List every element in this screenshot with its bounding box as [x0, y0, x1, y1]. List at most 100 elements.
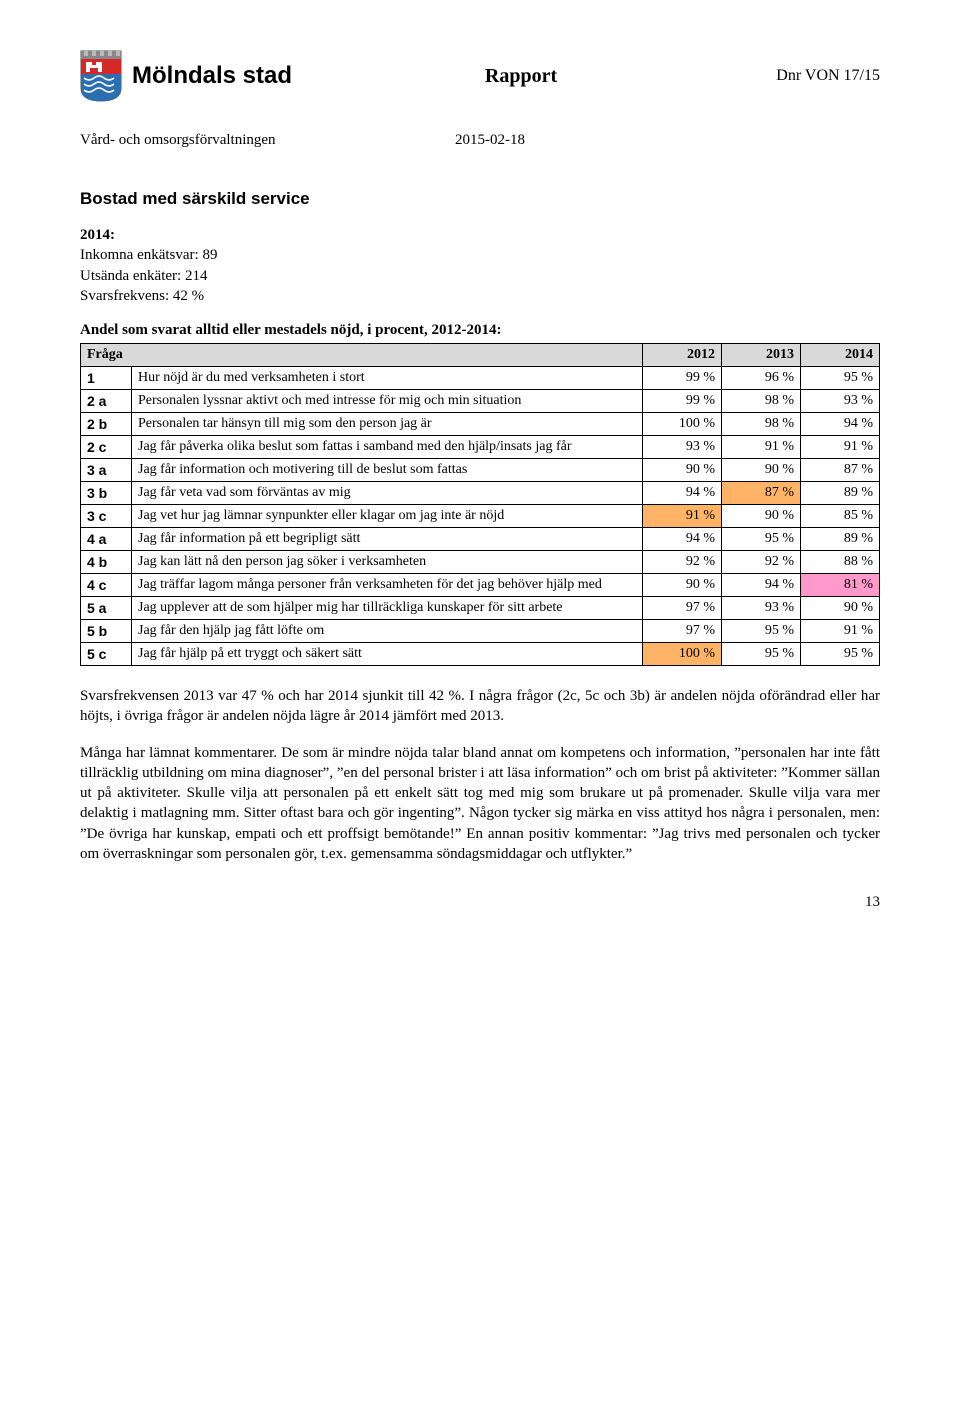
- row-value: 91 %: [722, 436, 801, 459]
- dnr-label: Dnr VON 17/15: [750, 67, 880, 85]
- table-row: 3 aJag får information och motivering ti…: [81, 459, 880, 482]
- table-row: 3 cJag vet hur jag lämnar synpunkter ell…: [81, 505, 880, 528]
- row-value: 90 %: [722, 459, 801, 482]
- brand-block: Mölndals stad: [80, 50, 292, 102]
- row-value: 95 %: [722, 620, 801, 643]
- row-value: 92 %: [722, 551, 801, 574]
- results-table: Fråga 2012 2013 2014 1Hur nöjd är du med…: [80, 343, 880, 666]
- paragraph-1: Svarsfrekvensen 2013 var 47 % och har 20…: [80, 686, 880, 727]
- row-id: 2 a: [81, 390, 132, 413]
- table-row: 1Hur nöjd är du med verksamheten i stort…: [81, 367, 880, 390]
- row-value: 100 %: [643, 643, 722, 666]
- table-row: 2 cJag får påverka olika beslut som fatt…: [81, 436, 880, 459]
- meta-freq: Svarsfrekvens: 42 %: [80, 286, 880, 306]
- row-value: 94 %: [643, 528, 722, 551]
- table-row: 3 bJag får veta vad som förväntas av mig…: [81, 482, 880, 505]
- col-2013: 2013: [722, 344, 801, 367]
- row-value: 99 %: [643, 390, 722, 413]
- page-header: Mölndals stad Rapport Dnr VON 17/15: [80, 50, 880, 102]
- table-row: 4 bJag kan lätt nå den person jag söker …: [81, 551, 880, 574]
- row-value: 90 %: [643, 459, 722, 482]
- row-value: 91 %: [801, 436, 880, 459]
- table-row: 5 cJag får hjälp på ett tryggt och säker…: [81, 643, 880, 666]
- row-value: 96 %: [722, 367, 801, 390]
- col-2014: 2014: [801, 344, 880, 367]
- row-question: Jag träffar lagom många personer från ve…: [132, 574, 643, 597]
- row-question: Jag får information på ett begripligt sä…: [132, 528, 643, 551]
- row-id: 3 a: [81, 459, 132, 482]
- report-date: 2015-02-18: [455, 132, 525, 149]
- table-head: Fråga 2012 2013 2014: [81, 344, 880, 367]
- survey-meta: 2014: Inkomna enkätsvar: 89 Utsända enkä…: [80, 225, 880, 306]
- table-intro: Andel som svarat alltid eller mestadels …: [80, 322, 880, 339]
- table-body: 1Hur nöjd är du med verksamheten i stort…: [81, 367, 880, 666]
- row-id: 4 a: [81, 528, 132, 551]
- row-value: 85 %: [801, 505, 880, 528]
- row-value: 94 %: [722, 574, 801, 597]
- row-question: Jag upplever att de som hjälper mig har …: [132, 597, 643, 620]
- row-value: 87 %: [722, 482, 801, 505]
- row-value: 98 %: [722, 413, 801, 436]
- row-id: 4 b: [81, 551, 132, 574]
- row-value: 95 %: [801, 643, 880, 666]
- row-value: 95 %: [722, 643, 801, 666]
- row-value: 93 %: [801, 390, 880, 413]
- row-value: 89 %: [801, 528, 880, 551]
- row-value: 81 %: [801, 574, 880, 597]
- row-id: 5 b: [81, 620, 132, 643]
- table-row: 5 bJag får den hjälp jag fått löfte om97…: [81, 620, 880, 643]
- row-value: 97 %: [643, 597, 722, 620]
- row-question: Jag får veta vad som förväntas av mig: [132, 482, 643, 505]
- row-question: Personalen lyssnar aktivt och med intres…: [132, 390, 643, 413]
- row-question: Jag får information och motivering till …: [132, 459, 643, 482]
- row-value: 100 %: [643, 413, 722, 436]
- department-name: Vård- och omsorgsförvaltningen: [80, 132, 435, 149]
- row-value: 91 %: [643, 505, 722, 528]
- row-id: 3 b: [81, 482, 132, 505]
- table-row: 2 bPersonalen tar hänsyn till mig som de…: [81, 413, 880, 436]
- row-value: 90 %: [722, 505, 801, 528]
- row-question: Personalen tar hänsyn till mig som den p…: [132, 413, 643, 436]
- col-2012: 2012: [643, 344, 722, 367]
- document-page: Mölndals stad Rapport Dnr VON 17/15 Vård…: [0, 0, 960, 951]
- row-value: 93 %: [722, 597, 801, 620]
- row-value: 90 %: [801, 597, 880, 620]
- row-value: 87 %: [801, 459, 880, 482]
- row-value: 93 %: [643, 436, 722, 459]
- row-value: 94 %: [801, 413, 880, 436]
- page-number: 13: [80, 894, 880, 911]
- row-value: 89 %: [801, 482, 880, 505]
- row-value: 95 %: [801, 367, 880, 390]
- row-question: Jag kan lätt nå den person jag söker i v…: [132, 551, 643, 574]
- row-question: Jag får hjälp på ett tryggt och säkert s…: [132, 643, 643, 666]
- molndal-logo-icon: [80, 50, 122, 102]
- row-question: Jag får påverka olika beslut som fattas …: [132, 436, 643, 459]
- row-question: Hur nöjd är du med verksamheten i stort: [132, 367, 643, 390]
- section-heading: Bostad med särskild service: [80, 189, 880, 209]
- row-value: 94 %: [643, 482, 722, 505]
- paragraph-2: Många har lämnat kommentarer. De som är …: [80, 743, 880, 865]
- row-value: 91 %: [801, 620, 880, 643]
- table-row: 4 aJag får information på ett begripligt…: [81, 528, 880, 551]
- col-question: Fråga: [81, 344, 643, 367]
- meta-sent: Utsända enkäter: 214: [80, 266, 880, 286]
- row-value: 99 %: [643, 367, 722, 390]
- row-id: 5 a: [81, 597, 132, 620]
- row-value: 88 %: [801, 551, 880, 574]
- table-row: 2 aPersonalen lyssnar aktivt och med int…: [81, 390, 880, 413]
- row-id: 3 c: [81, 505, 132, 528]
- meta-incoming: Inkomna enkätsvar: 89: [80, 245, 880, 265]
- doc-type-title: Rapport: [292, 65, 750, 88]
- subheader: Vård- och omsorgsförvaltningen 2015-02-1…: [80, 132, 880, 149]
- meta-year: 2014:: [80, 225, 880, 245]
- row-id: 5 c: [81, 643, 132, 666]
- row-id: 2 b: [81, 413, 132, 436]
- brand-name: Mölndals stad: [132, 62, 292, 90]
- row-value: 90 %: [643, 574, 722, 597]
- row-value: 92 %: [643, 551, 722, 574]
- row-question: Jag får den hjälp jag fått löfte om: [132, 620, 643, 643]
- row-id: 4 c: [81, 574, 132, 597]
- row-value: 95 %: [722, 528, 801, 551]
- table-row: 4 cJag träffar lagom många personer från…: [81, 574, 880, 597]
- table-row: 5 aJag upplever att de som hjälper mig h…: [81, 597, 880, 620]
